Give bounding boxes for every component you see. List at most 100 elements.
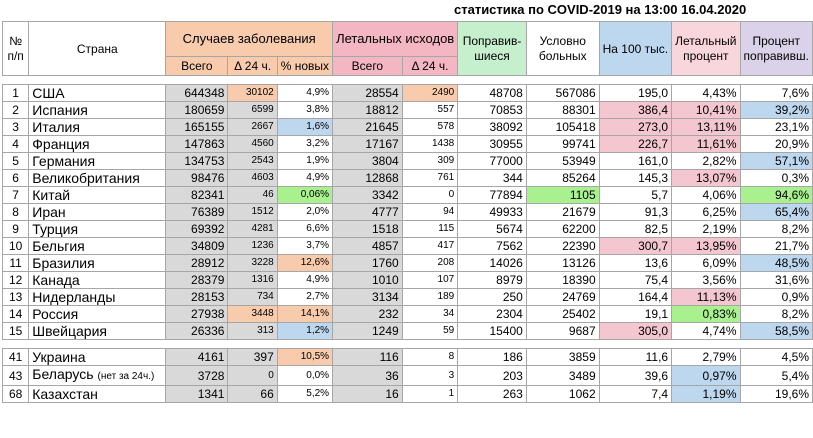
row-sick: 62200 <box>525 220 600 238</box>
row-sick: 99741 <box>525 135 600 153</box>
row-deaths24: 557 <box>401 101 459 119</box>
row-per100k: 7,4 <box>598 385 673 403</box>
row-number: 13 <box>1 288 30 306</box>
row-country: Украина <box>28 348 167 366</box>
row-number: 9 <box>1 220 30 238</box>
row-number: 7 <box>1 186 30 204</box>
row-recpct: 23,1% <box>739 118 813 136</box>
row-per100k: 386,4 <box>598 101 673 119</box>
spacer-cell <box>2 339 813 349</box>
row-deaths: 1518 <box>332 220 403 238</box>
row-lethal: 13,95% <box>671 237 741 255</box>
table-row: 5 Германия 134753 2543 1,9% 3804 309 77000 53949… <box>1 152 813 170</box>
row-per100k: 195,0 <box>598 84 673 102</box>
row-recpct: 57,1% <box>739 152 813 170</box>
row-sick: 24769 <box>525 288 600 306</box>
row-number: 12 <box>1 271 30 289</box>
row-deaths: 12868 <box>332 169 403 187</box>
row-recovered: 15400 <box>457 322 527 340</box>
row-deaths: 18812 <box>332 101 403 119</box>
row-deaths24: 3 <box>401 365 459 386</box>
row-deaths: 36 <box>332 365 403 386</box>
row-recovered: 2304 <box>457 305 527 323</box>
row-per100k: 11,6 <box>598 348 673 366</box>
table-row: 15 Швейцария 26336 313 1,2% 1249 59 15400 9687 30… <box>1 322 813 340</box>
table-row: 2 Испания 180659 6599 3,8% 18812 557 70853 88301… <box>1 101 813 119</box>
row-number: 5 <box>1 152 30 170</box>
row-lethal: 4,43% <box>671 84 741 102</box>
row-lethal: 4,74% <box>671 322 741 340</box>
row-pct: 3,7% <box>276 237 334 255</box>
spacer-before-extra <box>2 339 813 349</box>
table-row: 4 Франция 147863 4560 3,2% 17167 1438 30955 9974… <box>1 135 813 153</box>
row-total: 28379 <box>165 271 229 289</box>
country-name: Украина <box>32 349 86 365</box>
row-per100k: 91,3 <box>598 203 673 221</box>
row-per100k: 39,6 <box>598 365 673 386</box>
header-recovered-pct: Процент поправивш. <box>739 21 813 76</box>
row-number: 8 <box>1 203 30 221</box>
header-cases-pct: % новых <box>276 56 334 76</box>
row-deaths: 116 <box>332 348 403 366</box>
row-sick: 53949 <box>525 152 600 170</box>
row-pct: 4,9% <box>276 169 334 187</box>
header-cases-24h: Δ 24 ч. <box>227 56 278 76</box>
row-number: 1 <box>1 84 30 102</box>
row-country: Турция <box>28 220 167 238</box>
row-d24: 66 <box>227 385 278 403</box>
header-country: Страна <box>28 21 167 76</box>
row-number: 3 <box>1 118 30 136</box>
row-lethal: 13,11% <box>671 118 741 136</box>
row-recovered: 77000 <box>457 152 527 170</box>
table-row: 7 Китай 82341 46 0,06% 3342 0 77894 1105 5,7 4,06%… <box>1 186 813 204</box>
row-per100k: 161,0 <box>598 152 673 170</box>
row-deaths: 21645 <box>332 118 403 136</box>
row-total: 26336 <box>165 322 229 340</box>
row-d24: 3228 <box>227 254 278 272</box>
row-deaths24: 761 <box>401 169 459 187</box>
table-row-extra: 68 Казахстан 1341 66 5,2% 16 1 263 1062 7,4 1,19% 1… <box>1 385 813 403</box>
row-deaths24: 208 <box>401 254 459 272</box>
row-total: 180659 <box>165 101 229 119</box>
row-recpct: 8,2% <box>739 305 813 323</box>
row-sick: 21679 <box>525 203 600 221</box>
row-total: 4161 <box>165 348 229 366</box>
row-total: 1341 <box>165 385 229 403</box>
row-pct: 1,9% <box>276 152 334 170</box>
row-country: Германия <box>28 152 167 170</box>
header-per100k: На 100 тыс. <box>598 21 673 76</box>
row-deaths24: 1 <box>401 385 459 403</box>
row-d24: 4281 <box>227 220 278 238</box>
row-per100k: 164,4 <box>598 288 673 306</box>
row-deaths24: 94 <box>401 203 459 221</box>
row-deaths24: 1438 <box>401 135 459 153</box>
table-row: 8 Иран 76389 1512 2,0% 4777 94 49933 21679 91,3 6,… <box>1 203 813 221</box>
row-total: 34809 <box>165 237 229 255</box>
row-pct: 5,2% <box>276 385 334 403</box>
row-lethal: 6,25% <box>671 203 741 221</box>
row-pct: 2,7% <box>276 288 334 306</box>
row-deaths: 28554 <box>332 84 403 102</box>
row-country: Нидерланды <box>28 288 167 306</box>
table-row: 6 Великобритания 98476 4603 4,9% 12868 761 344 8… <box>1 169 813 187</box>
row-per100k: 226,7 <box>598 135 673 153</box>
row-sick: 22390 <box>525 237 600 255</box>
row-country: Великобритания <box>28 169 167 187</box>
row-deaths: 1249 <box>332 322 403 340</box>
row-d24: 2667 <box>227 118 278 136</box>
row-d24: 6599 <box>227 101 278 119</box>
row-total: 69392 <box>165 220 229 238</box>
row-lethal: 2,82% <box>671 152 741 170</box>
row-sick: 18390 <box>525 271 600 289</box>
row-deaths: 1010 <box>332 271 403 289</box>
row-number: 11 <box>1 254 30 272</box>
row-per100k: 82,5 <box>598 220 673 238</box>
row-recpct: 8,2% <box>739 220 813 238</box>
row-pct: 2,0% <box>276 203 334 221</box>
row-per100k: 75,4 <box>598 271 673 289</box>
row-deaths24: 309 <box>401 152 459 170</box>
row-deaths24: 59 <box>401 322 459 340</box>
header-lethal-pct: Летальный процент <box>671 21 741 76</box>
row-number: 68 <box>1 385 30 403</box>
